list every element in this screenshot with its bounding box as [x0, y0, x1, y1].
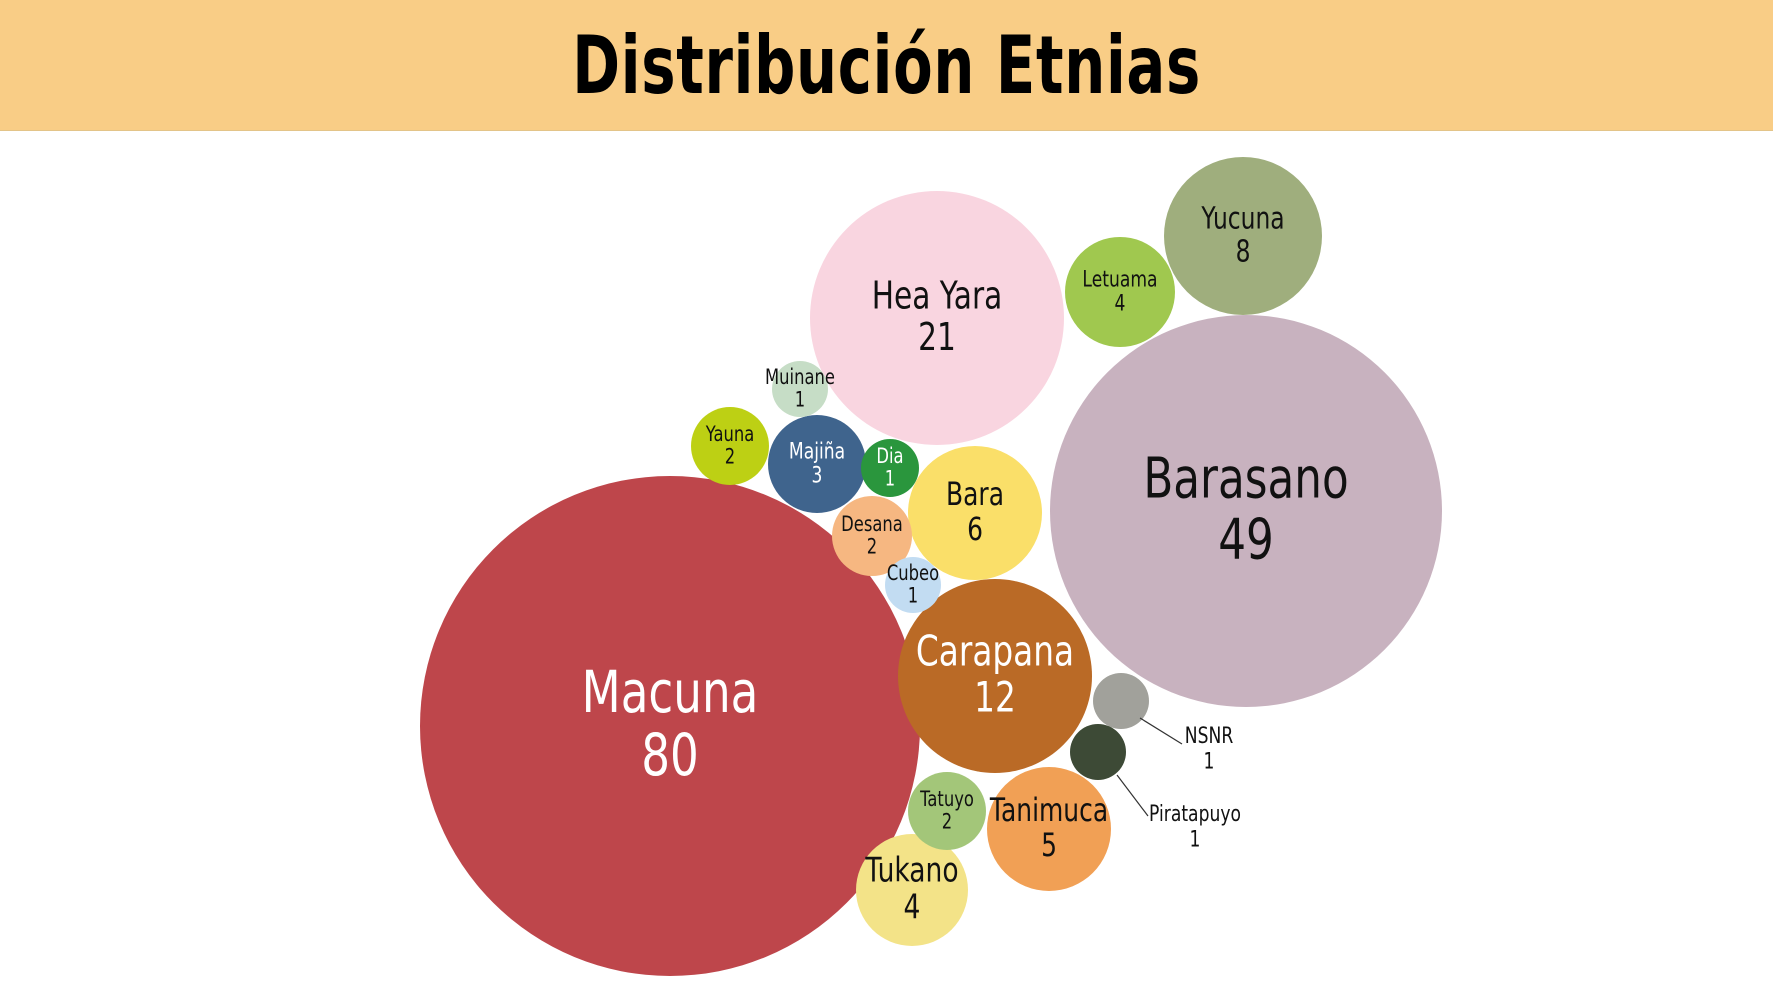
bubble-value-muinane: 1 [795, 389, 805, 412]
bubble-value-majina: 3 [812, 463, 823, 489]
bubble-barasano [1050, 315, 1442, 707]
bubble-label-nsnr: NSNR [1185, 723, 1234, 749]
bubble-value-macuna: 80 [641, 723, 699, 790]
bubble-value-bara: 6 [967, 510, 983, 548]
bubble-desana [832, 496, 912, 576]
bubble-value-cubeo: 1 [908, 585, 918, 608]
bubble-value-carapana: 12 [974, 672, 1016, 721]
bubble-value-tukano: 4 [904, 889, 921, 928]
bubble-nsnr [1093, 673, 1149, 729]
bubble-piratapuyo [1070, 724, 1126, 780]
bubble-label-yucuna: Yucuna [1200, 202, 1284, 237]
bubble-carapana [898, 579, 1092, 773]
bubble-value-letuama: 4 [1115, 291, 1126, 317]
bubble-value-piratapuyo: 1 [1190, 826, 1201, 852]
bubble-value-desana: 2 [867, 536, 877, 559]
chart-title: Distribución Etnias [572, 18, 1201, 112]
bubble-value-barasano: 49 [1218, 506, 1274, 572]
bubble-label-yauna: Yauna [705, 423, 754, 446]
bubble-cubeo [885, 557, 941, 613]
bubble-tatuyo [908, 772, 986, 850]
bubble-label-carapana: Carapana [916, 627, 1074, 676]
bubble-yucuna [1164, 157, 1322, 315]
bubble-value-dia: 1 [885, 468, 895, 491]
bubble-tukano [856, 834, 968, 946]
bubble-tanimuca [987, 767, 1111, 891]
bubble-label-hea-yara: Hea Yara [872, 274, 1003, 319]
bubble-value-yucuna: 8 [1236, 235, 1251, 270]
title-bar: Distribución Etnias [0, 0, 1773, 131]
bubble-label-tukano: Tukano [865, 852, 959, 891]
bubble-dia [861, 439, 919, 497]
bubble-label-desana: Desana [841, 513, 903, 536]
bubble-value-yauna: 2 [725, 446, 735, 469]
leader-line-nsnr [1139, 717, 1183, 745]
bubble-label-cubeo: Cubeo [887, 562, 939, 585]
bubble-label-letuama: Letuama [1082, 267, 1157, 293]
bubble-hea-yara [810, 191, 1064, 445]
bubble-majina [768, 415, 866, 513]
bubble-label-macuna: Macuna [582, 659, 759, 726]
bubble-label-piratapuyo: Piratapuyo [1149, 801, 1241, 827]
bubble-value-tatuyo: 2 [942, 811, 952, 834]
bubble-macuna [420, 476, 920, 976]
bubble-value-tanimuca: 5 [1041, 826, 1057, 864]
bubble-label-bara: Bara [946, 475, 1004, 513]
bubble-bara [908, 446, 1042, 580]
bubble-value-hea-yara: 21 [918, 316, 956, 361]
bubble-value-nsnr: 1 [1204, 748, 1215, 774]
bubble-label-tanimuca: Tanimuca [989, 791, 1108, 829]
bubble-label-dia: Dia [876, 445, 903, 468]
bubble-label-muinane: Muinane [765, 366, 835, 389]
bubble-label-tatuyo: Tatuyo [919, 788, 974, 811]
bubble-muinane [772, 361, 828, 417]
bubble-label-majina: Majiña [789, 439, 845, 465]
bubble-yauna [691, 407, 769, 485]
leader-line-piratapuyo [1116, 774, 1149, 817]
bubble-letuama [1065, 237, 1175, 347]
bubble-label-barasano: Barasano [1143, 445, 1348, 511]
